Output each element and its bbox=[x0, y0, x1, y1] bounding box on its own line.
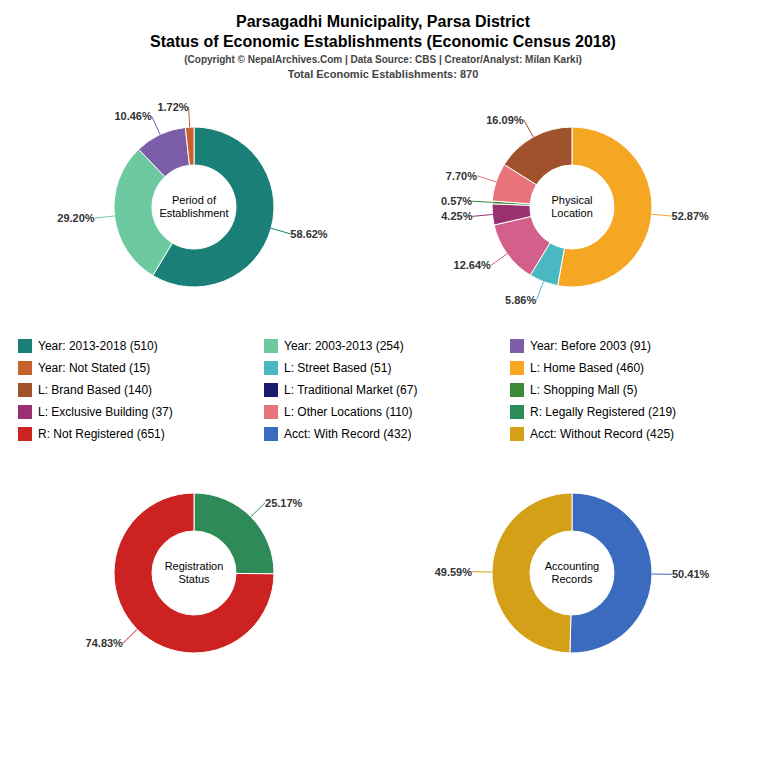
html-text:Acct: Without Record (425): Acct: Without Record (425) bbox=[530, 427, 675, 441]
html-text:Location: Location bbox=[551, 207, 593, 219]
html-text:Year: 2003-2013 (254): Year: 2003-2013 (254) bbox=[284, 339, 404, 353]
svg-text:1.72%: 1.72% bbox=[157, 101, 188, 113]
svg-text:50.41%: 50.41% bbox=[672, 568, 710, 580]
svg-text:58.62%: 58.62% bbox=[290, 228, 328, 240]
svg-text:29.20%: 29.20% bbox=[57, 212, 95, 224]
html-text:Period of: Period of bbox=[172, 194, 216, 206]
svg-text:4.25%: 4.25% bbox=[441, 210, 472, 222]
svg-text:10.46%: 10.46% bbox=[114, 110, 152, 122]
html-text:Acct: With Record (432): Acct: With Record (432) bbox=[284, 427, 412, 441]
html-text:Establishment: Establishment bbox=[159, 207, 229, 219]
html-text:(Copyright © NepalArchives.Com: (Copyright © NepalArchives.Com | Data So… bbox=[184, 54, 582, 65]
html-text:Parsagadhi Municipality, Parsa: Parsagadhi Municipality, Parsa District bbox=[236, 13, 530, 30]
html-text:R: Not Registered (651): R: Not Registered (651) bbox=[38, 427, 165, 441]
html-text:L: Home Based (460): L: Home Based (460) bbox=[530, 361, 645, 375]
svg-text:25.17%: 25.17% bbox=[265, 497, 303, 509]
html-text:L: Other Locations (110): L: Other Locations (110) bbox=[284, 405, 413, 419]
svg-text:52.87%: 52.87% bbox=[672, 210, 710, 222]
html-text:Physical: Physical bbox=[551, 194, 593, 206]
svg-text:12.64%: 12.64% bbox=[454, 259, 492, 271]
svg-text:74.83%: 74.83% bbox=[86, 637, 124, 649]
svg-text:49.59%: 49.59% bbox=[435, 566, 473, 578]
html-text:Year: Before 2003 (91): Year: Before 2003 (91) bbox=[530, 339, 651, 353]
html-text:R: Legally Registered (219): R: Legally Registered (219) bbox=[530, 405, 677, 419]
html-text:Status: Status bbox=[178, 573, 210, 585]
svg-text:16.09%: 16.09% bbox=[486, 114, 524, 126]
html-text:Registration: Registration bbox=[164, 560, 224, 572]
svg-text:5.86%: 5.86% bbox=[505, 294, 536, 306]
html-text:Accounting: Accounting bbox=[544, 560, 600, 572]
html-text:Year: 2013-2018 (510): Year: 2013-2018 (510) bbox=[38, 339, 158, 353]
html-text:L: Traditional Market (67): L: Traditional Market (67) bbox=[284, 383, 418, 397]
html-text:Year: Not Stated (15): Year: Not Stated (15) bbox=[38, 361, 151, 375]
html-text:L: Brand Based (140): L: Brand Based (140) bbox=[38, 383, 153, 397]
svg-text:0.57%: 0.57% bbox=[441, 195, 472, 207]
svg-text:7.70%: 7.70% bbox=[446, 170, 477, 182]
html-text:Status of Economic Establishme: Status of Economic Establishments (Econo… bbox=[150, 33, 616, 50]
html-text:L: Street Based (51): L: Street Based (51) bbox=[284, 361, 392, 375]
html-text:L: Exclusive Building (37): L: Exclusive Building (37) bbox=[38, 405, 173, 419]
html-text:L: Shopping Mall (5): L: Shopping Mall (5) bbox=[530, 383, 638, 397]
html-text:Records: Records bbox=[551, 573, 593, 585]
html-text:Total Economic Establishments:: Total Economic Establishments: 870 bbox=[287, 68, 479, 80]
